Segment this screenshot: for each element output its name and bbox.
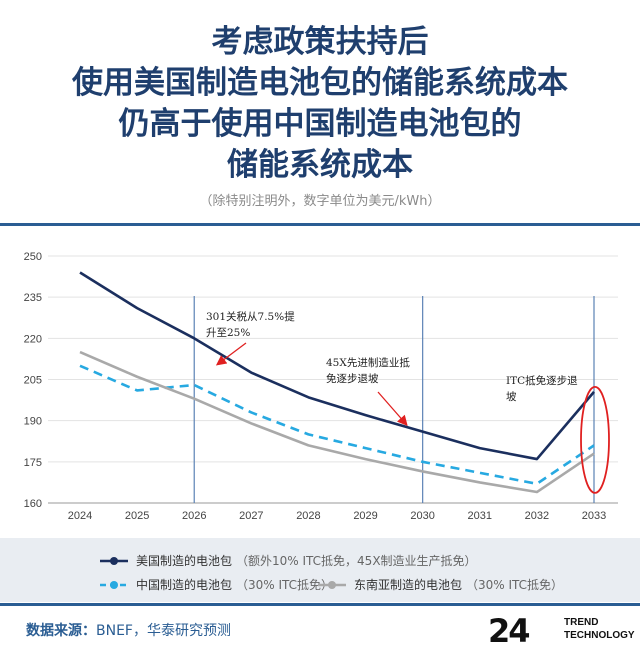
legend-symbol-sea [318,580,346,589]
legend-item-cn: 中国制造的电池包 （30% ITC抵免） [100,576,333,593]
legend-item-sea: 东南亚制造的电池包 （30% ITC抵免） [318,576,563,593]
y-tick-label: 235 [24,292,42,304]
legend-label-cn: 中国制造的电池包 [136,578,233,592]
chart-subtitle: （除特别注明外，数字单位为美元/kWh） [199,194,441,209]
y-tick-label: 175 [24,457,42,469]
line-chart: 160 175 190 205 220 235 250 2024 2025 2026 2027 202… [24,251,618,522]
source-line: 数据来源：BNEF，华泰研究预测 [26,620,231,640]
x-tick-label: 2028 [296,510,320,522]
chart-title: 考虑政策扶持后 使用美国制造电池包的储能系统成本 仍高于使用中国制造电池包的 储… [0,22,640,186]
y-tick-label: 160 [24,498,42,510]
y-tick-label: 220 [24,333,42,345]
series-line-0 [79,271,595,461]
x-tick-label: 2031 [468,510,492,522]
legend-item-us: 美国制造的电池包 （额外10% ITC抵免，45X制造业生产抵免） [100,552,477,569]
legend-note-cn: （30% ITC抵免） [236,578,334,592]
legend-label-sea: 东南亚制造的电池包 [354,578,463,592]
title-line-1: 考虑政策扶持后 [211,24,429,60]
logo-line-1: TREND [564,617,599,628]
legend-symbol-cn [100,580,128,589]
legend-symbol-us [100,556,128,565]
bottom-divider [0,603,640,606]
legend-note-sea: （30% ITC抵免） [466,578,564,592]
logo-line-2: TECHNOLOGY [564,630,635,641]
x-tick-label: 2029 [353,510,377,522]
annotation-text: ITC抵免逐步退 [506,374,578,387]
annotation-arrow [215,342,247,366]
top-divider [0,223,640,226]
x-tick-label: 2024 [68,510,92,522]
annotation-arrow [377,391,408,426]
x-tick-label: 2033 [582,510,606,522]
y-tick-label: 250 [24,251,42,263]
brand-logo: 24 TREND TECHNOLOGY [488,612,635,650]
annotation-text: 免逐步退坡 [326,372,379,385]
source-label: 数据来源： [26,623,96,639]
annotation-text: 升至25% [206,327,250,339]
y-tick-label: 190 [24,416,42,428]
x-tick-label: 2030 [410,510,434,522]
title-line-2: 使用美国制造电池包的储能系统成本 [72,65,568,101]
source-text: BNEF，华泰研究预测 [96,623,231,639]
logo-number: 24 [488,612,531,650]
x-tick-label: 2027 [239,510,263,522]
title-line-4: 储能系统成本 [227,147,413,183]
annotation-text: 坡 [506,390,517,403]
annotation-text: 301关税从7.5%提 [206,310,295,323]
logo-text: TREND TECHNOLOGY [564,616,635,642]
annotation-text: 45X先进制造业抵 [326,356,410,369]
highlight-ellipse [580,385,610,494]
x-tick-label: 2025 [125,510,149,522]
series-line-2 [79,350,595,494]
chart-area: 160 175 190 205 220 235 250 2024 2025 2026 2027 202… [0,226,640,538]
x-tick-label: 2032 [525,510,549,522]
legend-note-us: （额外10% ITC抵免，45X制造业生产抵免） [236,554,477,568]
legend: 美国制造的电池包 （额外10% ITC抵免，45X制造业生产抵免） 中国制造的电… [0,538,640,602]
legend-label-us: 美国制造的电池包 [136,554,233,568]
x-tick-label: 2026 [182,510,206,522]
title-line-3: 仍高于使用中国制造电池包的 [118,106,522,142]
y-tick-label: 205 [24,375,42,387]
